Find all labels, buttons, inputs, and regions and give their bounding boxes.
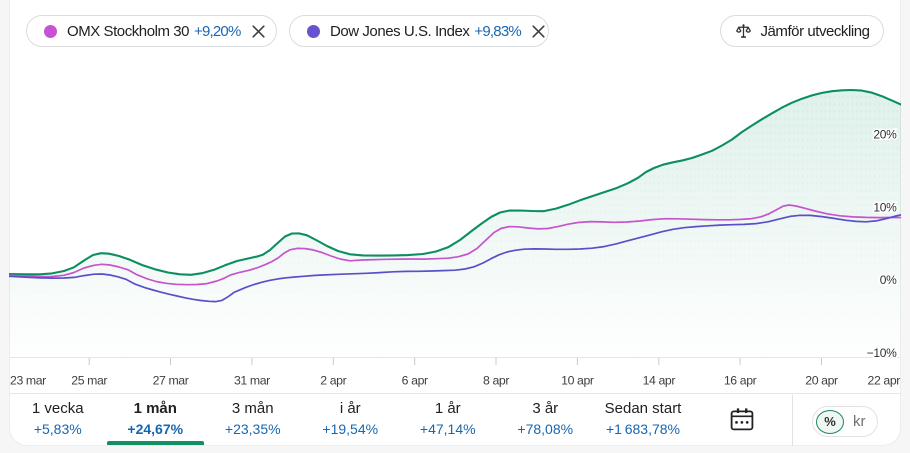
svg-text:14 apr: 14 apr [643, 374, 676, 388]
svg-text:25 mar: 25 mar [71, 374, 107, 388]
svg-text:8 apr: 8 apr [483, 374, 509, 388]
svg-text:0%: 0% [880, 273, 897, 287]
svg-text:10%: 10% [873, 200, 897, 214]
svg-text:10 apr: 10 apr [561, 374, 594, 388]
svg-text:22 apr: 22 apr [868, 374, 901, 388]
svg-text:20 apr: 20 apr [805, 374, 838, 388]
svg-text:20%: 20% [873, 128, 897, 142]
svg-text:23 mar: 23 mar [10, 374, 46, 388]
svg-text:16 apr: 16 apr [724, 374, 757, 388]
svg-text:31 mar: 31 mar [234, 374, 270, 388]
svg-text:2 apr: 2 apr [320, 374, 346, 388]
svg-text:6 apr: 6 apr [402, 374, 428, 388]
svg-text:27 mar: 27 mar [153, 374, 189, 388]
svg-text:−10%: −10% [867, 346, 897, 360]
